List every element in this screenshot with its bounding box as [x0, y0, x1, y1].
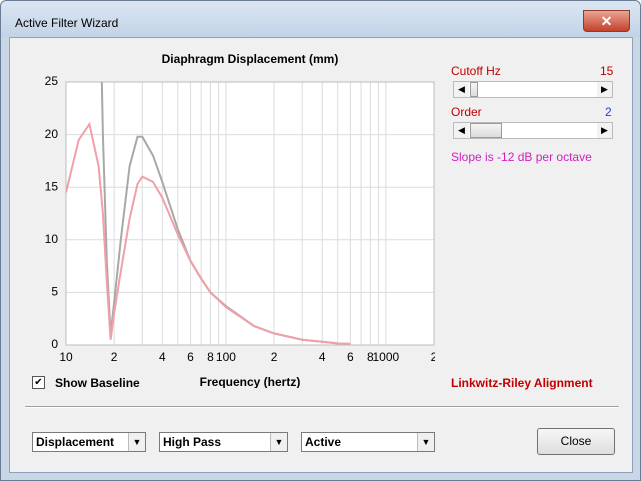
x-tick-label: 1000: [373, 350, 400, 364]
x-tick-label: 100: [216, 350, 236, 364]
dropdown[interactable]: High Pass ▼: [159, 432, 288, 452]
y-tick-label: 10: [45, 232, 59, 246]
plot-border: [65, 81, 435, 346]
y-tick-label: 15: [45, 179, 59, 193]
chart: Diaphragm Displacement (mm) Frequency (he…: [45, 52, 435, 388]
y-tick-label: 0: [51, 337, 58, 351]
order-value: 2: [605, 105, 612, 119]
cutoff-slider[interactable]: ◀ ▶: [453, 81, 613, 98]
close-button[interactable]: Close: [537, 428, 615, 455]
baseline-label[interactable]: Show Baseline: [55, 376, 140, 390]
series-line: [66, 121, 351, 345]
x-tick-label: 2: [271, 350, 278, 364]
x-tick-label: 4: [159, 350, 166, 364]
dropdown-text: Displacement: [36, 435, 115, 449]
y-tick-label: 5: [51, 285, 58, 299]
chart-title: Diaphragm Displacement (mm): [162, 52, 339, 66]
plot-area: [66, 82, 434, 345]
x-tick-label: 8: [367, 350, 374, 364]
y-tick-label: 25: [45, 74, 59, 88]
title-bar: Active Filter Wizard ✕: [1, 1, 640, 37]
x-tick-label: 10: [59, 350, 73, 364]
dropdown[interactable]: Active ▼: [301, 432, 435, 452]
x-tick-label: 2: [431, 350, 435, 364]
dialog-body: Diaphragm Displacement (mm) Frequency (he…: [9, 37, 633, 473]
order-slider[interactable]: ◀ ▶: [453, 122, 613, 139]
x-tick-label: 4: [319, 350, 326, 364]
x-tick-label: 6: [187, 350, 194, 364]
alignment-text: Linkwitz-Riley Alignment: [451, 376, 593, 390]
dropdown[interactable]: Displacement ▼: [32, 432, 146, 452]
separator: [25, 406, 619, 408]
x-axis-label: Frequency (hertz): [200, 375, 301, 388]
x-tick-label: 2: [111, 350, 118, 364]
baseline-checkbox[interactable]: ✔: [32, 376, 45, 389]
y-tick-label: 20: [45, 127, 59, 141]
window-title: Active Filter Wizard: [15, 16, 119, 30]
x-tick-label: 8: [207, 350, 214, 364]
cutoff-value: 15: [600, 64, 614, 78]
slope-text: Slope is -12 dB per octave: [451, 150, 592, 164]
window-close[interactable]: ✕: [583, 10, 630, 32]
x-tick-label: 6: [347, 350, 354, 364]
dropdown-text: High Pass: [163, 435, 222, 449]
order-label: Order: [451, 105, 482, 119]
dropdown-text: Active: [305, 435, 342, 449]
cutoff-label: Cutoff Hz: [451, 64, 501, 78]
